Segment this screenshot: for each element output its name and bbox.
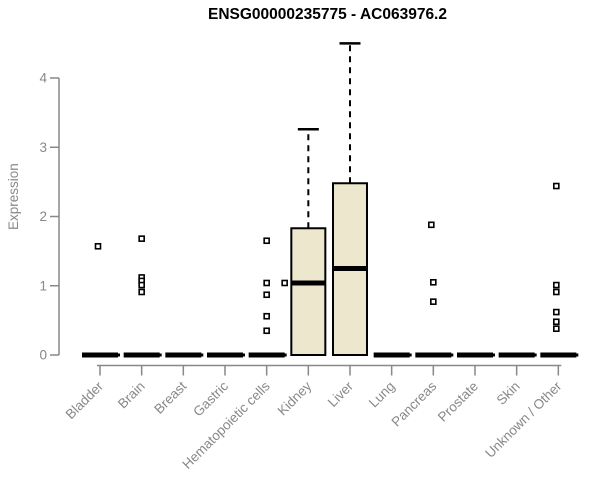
median-notch-pancreas xyxy=(449,353,454,357)
median-notch-prostate xyxy=(490,353,495,357)
x-tick-label-prostate: Prostate xyxy=(435,379,481,425)
median-line-bladder xyxy=(82,352,118,358)
y-tick-label-0: 0 xyxy=(39,348,47,363)
outlier-point-pancreas xyxy=(430,298,437,305)
x-tick-label-breast: Breast xyxy=(151,378,189,416)
chart-title: ENSG00000235775 - AC063976.2 xyxy=(208,6,447,23)
median-line-prostate xyxy=(456,352,493,358)
outlier-point-brain xyxy=(138,235,145,242)
outlier-point-pancreas xyxy=(430,278,437,286)
median-notch-skin xyxy=(532,353,537,357)
median-line-lung xyxy=(373,352,410,358)
median-line-skin xyxy=(498,352,535,358)
y-tick-label-4: 4 xyxy=(39,71,47,86)
median-notch-lung xyxy=(407,353,412,357)
median-line-breast xyxy=(165,352,202,358)
x-tick-label-bladder: Bladder xyxy=(63,378,107,422)
median-notch-gastric xyxy=(240,353,245,357)
x-tick-label-skin: Skin xyxy=(494,379,523,408)
median-line-hematopoietic-cells xyxy=(248,352,285,358)
median-line-brain xyxy=(123,352,160,358)
outlier-point-hematopoietic-cells xyxy=(281,279,288,287)
outlier-point-unknown-other xyxy=(553,182,560,190)
x-tick-label-gastric: Gastric xyxy=(190,378,231,419)
median-line-pancreas xyxy=(415,352,452,358)
outlier-point-brain xyxy=(138,288,145,296)
outlier-point-brain xyxy=(138,281,145,289)
median-line-gastric xyxy=(206,352,243,358)
y-tick-label-2: 2 xyxy=(39,209,47,224)
outlier-point-bladder xyxy=(94,242,102,250)
outlier-point-pancreas xyxy=(428,221,435,229)
median-notch-unknown-other xyxy=(574,353,579,357)
y-tick-label-3: 3 xyxy=(39,140,47,155)
outlier-point-unknown-other xyxy=(553,325,560,332)
outlier-point-hematopoietic-cells xyxy=(263,237,270,245)
median-notch-breast xyxy=(199,353,204,357)
x-tick-label-kidney: Kidney xyxy=(275,378,315,418)
y-tick-label-1: 1 xyxy=(39,278,47,293)
x-tick-label-liver: Liver xyxy=(325,378,357,410)
outlier-point-unknown-other xyxy=(553,318,560,326)
outlier-point-unknown-other xyxy=(553,308,560,316)
outlier-point-unknown-other xyxy=(553,281,560,289)
outlier-point-hematopoietic-cells xyxy=(263,279,270,287)
outlier-point-hematopoietic-cells xyxy=(263,327,270,335)
median-notch-bladder xyxy=(116,353,120,357)
median-notch-hematopoietic-cells xyxy=(282,353,287,357)
x-tick-label-lung: Lung xyxy=(366,379,398,411)
x-tick-label-brain: Brain xyxy=(115,379,148,412)
median-notch-brain xyxy=(157,353,162,357)
x-tick-label-unknown-other: Unknown / Other xyxy=(482,378,565,461)
median-line-unknown-other xyxy=(540,352,577,358)
outlier-point-unknown-other xyxy=(553,288,560,296)
box-kidney xyxy=(290,227,327,357)
outlier-point-hematopoietic-cells xyxy=(263,291,270,299)
outlier-point-hematopoietic-cells xyxy=(263,312,270,320)
x-tick-label-pancreas: Pancreas xyxy=(389,378,440,429)
